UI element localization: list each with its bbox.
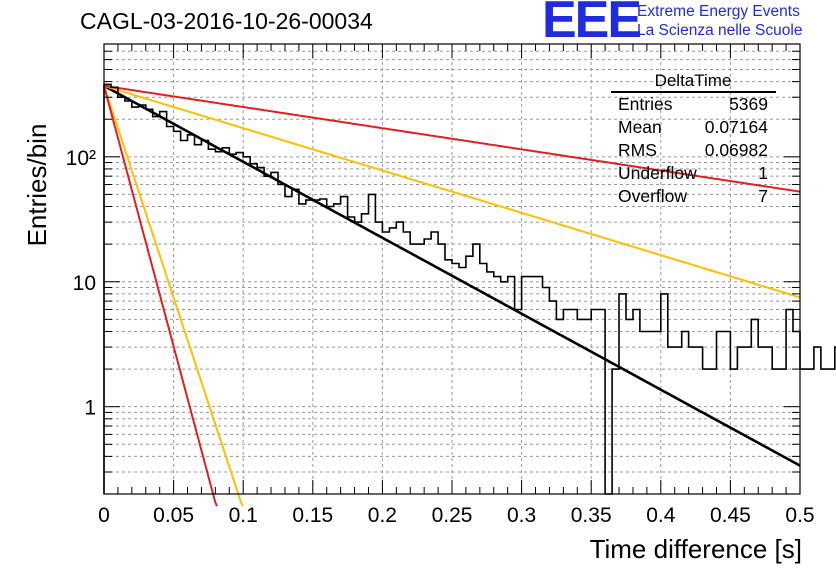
logo-text: Extreme Energy Events La Scienza nelle S… bbox=[637, 2, 802, 40]
x-tick-label: 0.3 bbox=[507, 504, 536, 527]
x-tick-label: 0.35 bbox=[571, 504, 612, 527]
histogram-outline bbox=[103, 83, 836, 495]
stats-label-overflow: Overflow bbox=[618, 186, 687, 206]
x-tick-label: 0.05 bbox=[153, 504, 194, 527]
stats-value-entries: 5369 bbox=[729, 94, 768, 114]
y-tick-label: 1 bbox=[84, 397, 96, 420]
stats-label-entries: Entries bbox=[618, 94, 673, 114]
logo-line-1: Extreme Energy Events bbox=[637, 3, 800, 20]
stats-title: DeltaTime bbox=[655, 71, 732, 90]
stats-value-underflow: 1 bbox=[758, 163, 768, 183]
y-tick-label: 10 bbox=[73, 272, 96, 295]
x-tick-label: 0.1 bbox=[229, 504, 258, 527]
stats-label-mean: Mean bbox=[618, 117, 662, 137]
grid bbox=[104, 43, 800, 495]
x-tick-label: 0.4 bbox=[646, 504, 676, 527]
stats-label-rms: RMS bbox=[618, 140, 657, 160]
stats-label-underflow: Underflow bbox=[618, 163, 697, 183]
stats-value-mean: 0.07164 bbox=[705, 117, 769, 137]
x-tick-label: 0.45 bbox=[710, 504, 751, 527]
x-tick-label: 0.5 bbox=[785, 504, 814, 527]
histogram bbox=[103, 83, 836, 495]
fit-curves bbox=[103, 84, 801, 507]
fit-curve-0 bbox=[103, 84, 801, 467]
stats-value-overflow: 7 bbox=[758, 186, 768, 206]
logo-line-2: La Scienza nelle Scuole bbox=[637, 22, 803, 39]
axis-ticks: 0 0.05 0.1 0.15 0.2 0.25 0.3 0.35 0.4 0.45 0.5 1 10 1… bbox=[66, 43, 815, 527]
x-tick-label: 0 bbox=[98, 504, 110, 527]
stats-value-rms: 0.06982 bbox=[705, 140, 768, 160]
stats-box: DeltaTime Entries 5369 Mean 0.07164 RMS … bbox=[611, 71, 776, 206]
x-tick-label: 0.25 bbox=[432, 504, 473, 527]
x-tick-label: 0.15 bbox=[292, 504, 333, 527]
eee-logo: EEE bbox=[542, 0, 642, 49]
fit-curve-3 bbox=[103, 85, 245, 507]
fit-curve-1 bbox=[103, 84, 801, 299]
x-tick-label: 0.2 bbox=[368, 504, 397, 527]
y-tick-label: 10² bbox=[66, 147, 96, 170]
x-axis-label: Time difference [s] bbox=[589, 534, 802, 564]
fit-curve-2 bbox=[103, 84, 801, 193]
chart-title: CAGL-03-2016-10-26-00034 bbox=[80, 8, 373, 34]
fit-curve-4 bbox=[103, 85, 219, 507]
